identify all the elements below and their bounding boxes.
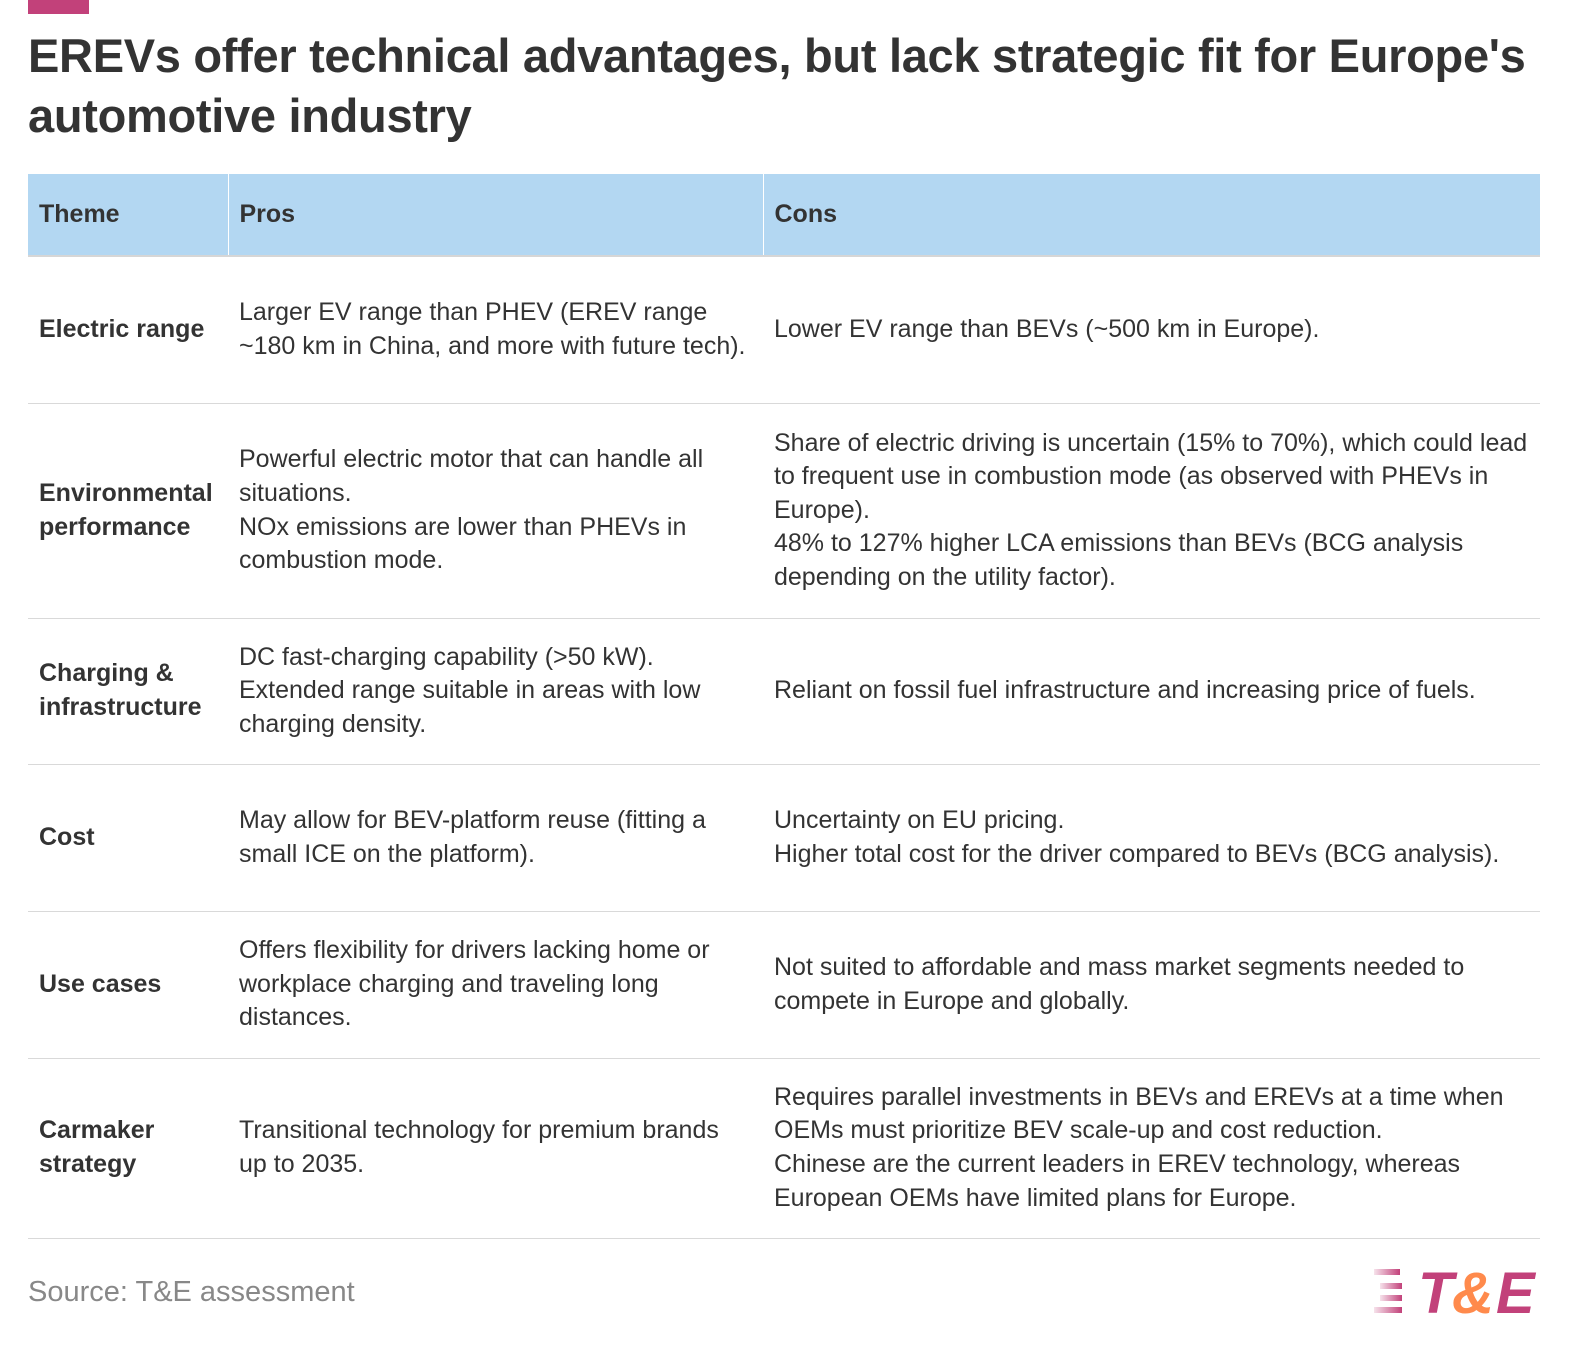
- pros-item: May allow for BEV-platform reuse (fittin…: [239, 805, 706, 868]
- cons-item: 48% to 127% higher LCA emissions than BE…: [774, 529, 1464, 591]
- cons-cell: Requires parallel investments in BEVs an…: [763, 1058, 1540, 1239]
- te-logo: T & E: [1374, 1262, 1537, 1316]
- source-note: Source: T&E assessment: [28, 1276, 355, 1308]
- table-row: Environmental performance Powerful electr…: [28, 403, 1540, 619]
- pros-cell: DC fast-charging capability (>50 kW). Ext…: [228, 618, 763, 765]
- column-header-cons: Cons: [762, 174, 1540, 257]
- column-header-pros: Pros: [227, 174, 763, 257]
- svg-text:E: E: [1496, 1262, 1537, 1316]
- cons-item: Requires parallel investments in BEVs an…: [774, 1082, 1504, 1145]
- pros-cell: Larger EV range than PHEV (EREV range ~1…: [228, 256, 763, 404]
- pros-item: Larger EV range than PHEV (EREV range ~1…: [239, 298, 746, 360]
- cons-item: Uncertainty on EU pricing.: [774, 805, 1065, 834]
- table-row: Electric range Larger EV range than PHEV …: [28, 256, 1540, 404]
- pros-item: Offers flexibility for drivers lacking h…: [239, 936, 710, 1032]
- pros-cell: Transitional technology for premium bran…: [228, 1058, 763, 1239]
- theme-cell: Environmental performance: [28, 403, 228, 619]
- pros-item: DC fast-charging capability (>50 kW).: [239, 642, 654, 671]
- theme-cell: Cost: [28, 764, 228, 912]
- column-header-theme: Theme: [28, 174, 228, 257]
- cons-cell: Uncertainty on EU pricing. Higher total c…: [763, 764, 1540, 912]
- svg-text:T: T: [1418, 1262, 1458, 1316]
- cons-cell: Share of electric driving is uncertain (…: [763, 403, 1540, 619]
- cons-cell: Reliant on fossil fuel infrastructure an…: [763, 618, 1540, 765]
- theme-cell: Charging & infrastructure: [28, 618, 228, 765]
- logo-stripes-icon: [1374, 1269, 1402, 1313]
- pros-item: Extended range suitable in areas with lo…: [239, 676, 701, 738]
- table-row: Use cases Offers flexibility for drivers …: [28, 911, 1540, 1059]
- pros-item: NOx emissions are lower than PHEVs in co…: [239, 512, 687, 575]
- cons-item: Chinese are the current leaders in EREV …: [774, 1150, 1461, 1212]
- pros-cons-table: Theme Pros Cons Electric range Larger EV …: [28, 174, 1540, 1239]
- pros-item: Transitional technology for premium bran…: [239, 1116, 719, 1178]
- svg-text:&: &: [1452, 1262, 1494, 1316]
- cons-item: Not suited to affordable and mass market…: [774, 952, 1465, 1015]
- pros-cell: May allow for BEV-platform reuse (fittin…: [228, 764, 763, 912]
- table-row: Carmaker strategy Transitional technology…: [28, 1058, 1540, 1239]
- cons-item: Higher total cost for the driver compare…: [774, 839, 1500, 868]
- theme-cell: Use cases: [28, 911, 228, 1059]
- cons-item: Lower EV range than BEVs (~500 km in Eur…: [774, 314, 1320, 343]
- pros-cell: Powerful electric motor that can handle …: [228, 403, 763, 619]
- table-header-row: Theme Pros Cons: [28, 174, 1540, 257]
- cons-item: Share of electric driving is uncertain (…: [774, 428, 1528, 524]
- page-title: EREVs offer technical advantages, but la…: [28, 29, 1526, 142]
- cons-cell: Lower EV range than BEVs (~500 km in Eur…: [763, 256, 1540, 404]
- cons-cell: Not suited to affordable and mass market…: [763, 911, 1540, 1059]
- accent-bar: [28, 0, 89, 14]
- theme-cell: Electric range: [28, 256, 228, 404]
- pros-cell: Offers flexibility for drivers lacking h…: [228, 911, 763, 1059]
- table-row: Charging & infrastructure DC fast-chargin…: [28, 618, 1540, 765]
- table-row: Cost May allow for BEV-platform reuse (fi…: [28, 764, 1540, 912]
- cons-item: Reliant on fossil fuel infrastructure an…: [774, 676, 1476, 705]
- pros-item: Powerful electric motor that can handle …: [239, 445, 704, 507]
- theme-cell: Carmaker strategy: [28, 1058, 228, 1239]
